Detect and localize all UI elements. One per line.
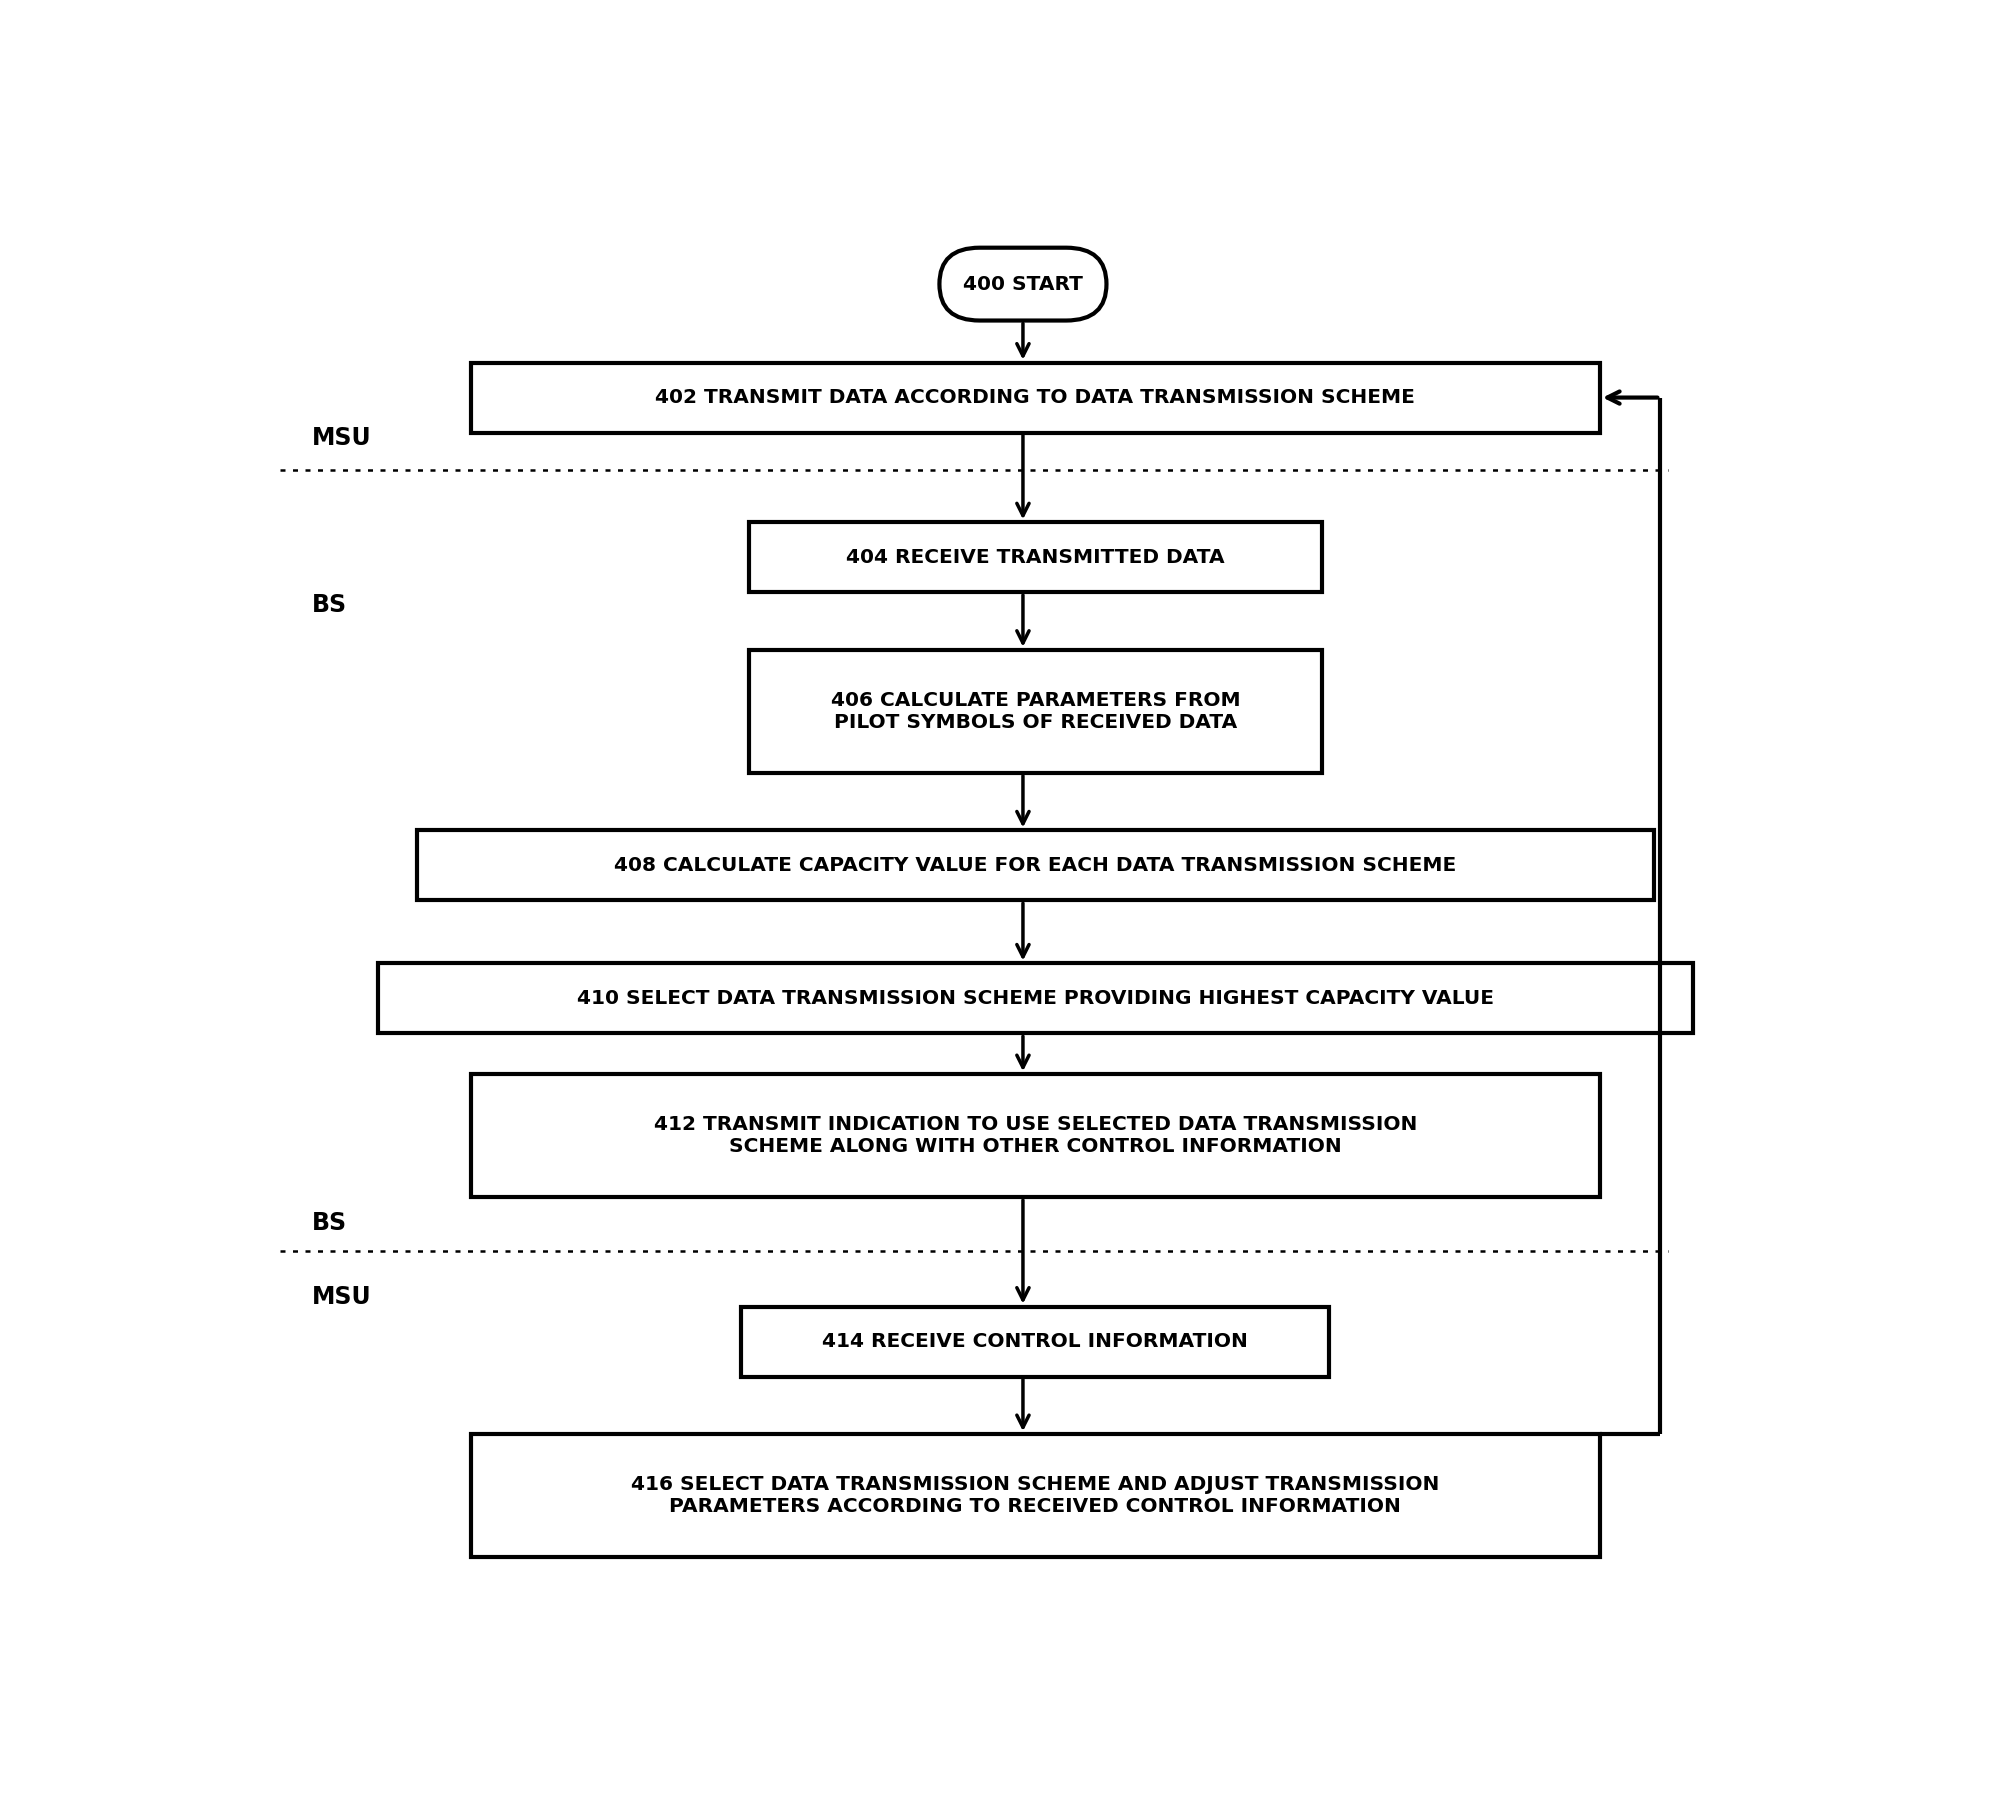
Bar xyxy=(748,649,1321,773)
Text: 416 SELECT DATA TRANSMISSION SCHEME AND ADJUST TRANSMISSION
PARAMETERS ACCORDING: 416 SELECT DATA TRANSMISSION SCHEME AND … xyxy=(631,1475,1439,1517)
Text: 406 CALCULATE PARAMETERS FROM
PILOT SYMBOLS OF RECEIVED DATA: 406 CALCULATE PARAMETERS FROM PILOT SYMB… xyxy=(830,691,1240,731)
Text: 404 RECEIVE TRANSMITTED DATA: 404 RECEIVE TRANSMITTED DATA xyxy=(846,548,1226,568)
Bar xyxy=(377,964,1693,1033)
Text: 408 CALCULATE CAPACITY VALUE FOR EACH DATA TRANSMISSION SCHEME: 408 CALCULATE CAPACITY VALUE FOR EACH DA… xyxy=(615,857,1457,875)
Bar xyxy=(741,1306,1329,1377)
Text: MSU: MSU xyxy=(311,426,371,449)
Bar xyxy=(471,1073,1601,1197)
Text: BS: BS xyxy=(311,593,347,617)
Bar xyxy=(471,1433,1601,1557)
Text: 412 TRANSMIT INDICATION TO USE SELECTED DATA TRANSMISSION
SCHEME ALONG WITH OTHE: 412 TRANSMIT INDICATION TO USE SELECTED … xyxy=(653,1115,1417,1157)
Text: BS: BS xyxy=(311,1210,347,1235)
Text: 400 START: 400 START xyxy=(962,275,1084,293)
Bar xyxy=(417,829,1655,900)
Text: MSU: MSU xyxy=(311,1284,371,1308)
Bar xyxy=(748,522,1321,593)
Text: 402 TRANSMIT DATA ACCORDING TO DATA TRANSMISSION SCHEME: 402 TRANSMIT DATA ACCORDING TO DATA TRAN… xyxy=(655,387,1415,407)
FancyBboxPatch shape xyxy=(940,247,1106,320)
Text: 414 RECEIVE CONTROL INFORMATION: 414 RECEIVE CONTROL INFORMATION xyxy=(822,1332,1248,1352)
Text: 410 SELECT DATA TRANSMISSION SCHEME PROVIDING HIGHEST CAPACITY VALUE: 410 SELECT DATA TRANSMISSION SCHEME PROV… xyxy=(577,990,1493,1008)
Bar xyxy=(471,362,1601,433)
